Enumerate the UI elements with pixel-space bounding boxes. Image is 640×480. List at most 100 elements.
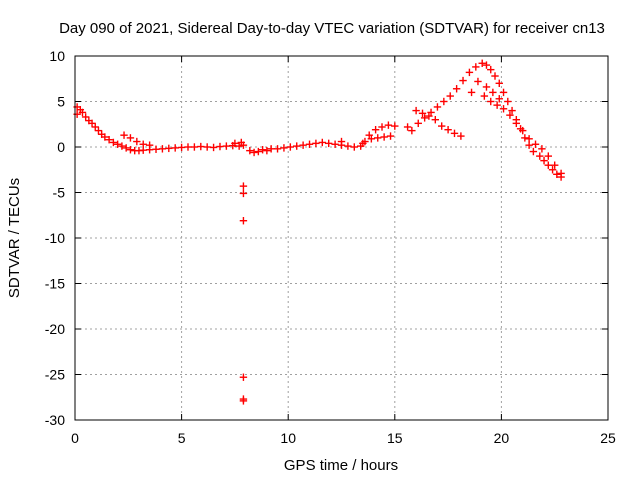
data-point xyxy=(529,147,538,156)
data-point xyxy=(544,161,553,169)
data-point xyxy=(544,152,553,160)
data-point xyxy=(263,146,271,155)
data-point xyxy=(378,123,386,131)
data-point xyxy=(374,134,382,142)
x-tick-label: 5 xyxy=(178,430,186,446)
data-point xyxy=(246,146,254,155)
data-point xyxy=(239,217,248,225)
data-point xyxy=(467,88,476,97)
data-point xyxy=(126,134,135,142)
data-point xyxy=(499,88,508,97)
data-point xyxy=(184,143,192,151)
y-tick-label: -5 xyxy=(53,185,66,201)
data-point xyxy=(139,140,147,148)
y-tick-label: -30 xyxy=(45,412,65,428)
data-point xyxy=(512,119,521,128)
data-point xyxy=(88,119,96,128)
x-tick-label: 0 xyxy=(71,430,79,446)
data-point xyxy=(318,138,327,147)
data-point xyxy=(538,145,546,153)
data-point xyxy=(337,137,346,146)
data-point xyxy=(203,143,211,151)
data-point xyxy=(431,115,440,124)
data-point xyxy=(531,140,540,148)
data-point xyxy=(365,131,373,139)
data-point xyxy=(474,77,482,86)
chart-title: Day 090 of 2021, Sidereal Day-to-day VTE… xyxy=(59,20,605,37)
y-tick-label: -25 xyxy=(45,367,65,383)
data-point xyxy=(482,61,491,69)
data-point xyxy=(312,139,320,148)
data-point xyxy=(548,166,557,174)
data-point xyxy=(386,132,395,140)
data-point xyxy=(237,138,245,147)
data-point xyxy=(113,140,122,148)
data-point xyxy=(97,130,106,138)
data-point xyxy=(344,142,352,150)
y-tick-label: 0 xyxy=(57,139,65,155)
x-tick-label: 15 xyxy=(387,430,403,446)
data-point xyxy=(536,152,544,160)
y-tick-label: 5 xyxy=(57,94,65,110)
data-point xyxy=(250,148,258,157)
data-point xyxy=(101,133,109,141)
data-point xyxy=(420,114,429,122)
data-point xyxy=(440,97,448,106)
data-point xyxy=(557,169,565,178)
y-tick-label: -15 xyxy=(45,276,65,292)
data-point xyxy=(525,141,533,149)
x-axis-label: GPS time / hours xyxy=(284,457,398,474)
data-point xyxy=(414,119,422,128)
data-point xyxy=(105,136,113,144)
data-point xyxy=(359,139,367,148)
data-point xyxy=(126,146,135,154)
data-point xyxy=(384,121,393,129)
data-point xyxy=(480,92,489,100)
data-point xyxy=(81,113,90,121)
data-point xyxy=(519,126,527,135)
data-point xyxy=(165,144,173,153)
data-point xyxy=(493,101,501,109)
data-point xyxy=(286,143,295,151)
data-point xyxy=(438,122,446,130)
data-point xyxy=(216,142,224,151)
data-marks xyxy=(73,59,565,405)
data-point xyxy=(190,143,199,151)
data-point xyxy=(508,106,516,115)
data-point xyxy=(325,139,333,148)
data-point xyxy=(350,143,358,151)
data-point xyxy=(120,131,128,139)
data-point xyxy=(280,144,288,152)
data-point xyxy=(495,79,503,88)
data-point xyxy=(478,59,486,67)
data-point xyxy=(418,109,427,118)
data-point xyxy=(91,123,99,131)
data-point xyxy=(239,189,248,198)
data-point xyxy=(482,83,491,91)
data-point xyxy=(197,142,205,151)
data-point xyxy=(403,123,412,131)
data-point xyxy=(293,142,301,150)
data-point xyxy=(152,145,160,153)
data-point xyxy=(487,65,495,74)
data-point xyxy=(499,105,508,113)
grid-layer xyxy=(75,56,608,420)
data-point xyxy=(459,76,467,85)
x-tick-label: 20 xyxy=(494,430,510,446)
data-point xyxy=(444,126,452,134)
data-point xyxy=(465,68,474,77)
data-point xyxy=(446,92,454,100)
data-point xyxy=(425,112,433,120)
data-point xyxy=(299,141,307,149)
data-point xyxy=(551,161,559,169)
x-tick-label: 10 xyxy=(280,430,296,446)
data-point xyxy=(273,145,282,153)
data-point xyxy=(305,140,314,148)
data-point xyxy=(472,63,480,71)
data-point xyxy=(504,97,512,106)
data-point xyxy=(254,147,263,156)
data-point xyxy=(239,182,248,190)
data-point xyxy=(457,132,465,140)
data-point xyxy=(553,170,561,179)
